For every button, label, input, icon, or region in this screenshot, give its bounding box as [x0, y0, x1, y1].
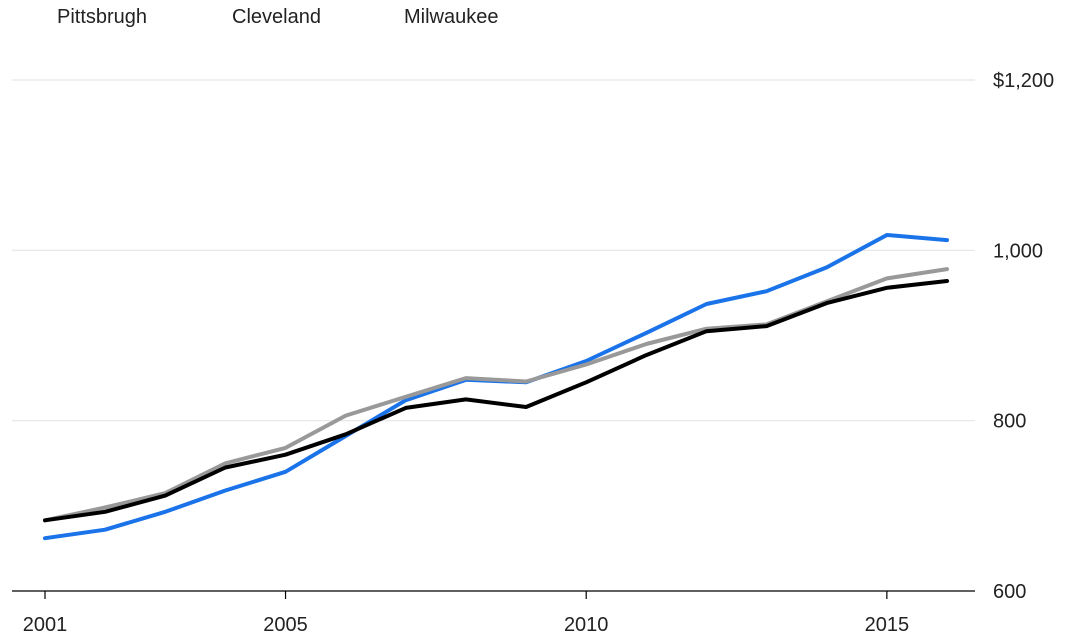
x-tick-label: 2001 — [23, 614, 68, 636]
legend-label-milwaukee: Milwaukee — [404, 6, 499, 28]
y-tick-label: 800 — [993, 411, 1026, 433]
y-tick-label: 600 — [993, 581, 1026, 603]
legend: Pittsbrugh Cleveland Milwaukee — [0, 6, 700, 36]
legend-label-cleveland: Cleveland — [232, 6, 321, 28]
y-tick-label: 1,000 — [993, 240, 1043, 262]
x-tick-label: 2015 — [865, 614, 910, 636]
legend-label-pittsbrugh: Pittsbrugh — [57, 6, 148, 28]
x-tick-label: 2010 — [564, 614, 609, 636]
y-tick-label: $1,200 — [993, 70, 1054, 92]
x-tick-label: 2005 — [263, 614, 308, 636]
series-line-cleveland — [43, 279, 949, 523]
series-line-pittsbrugh — [43, 233, 949, 541]
